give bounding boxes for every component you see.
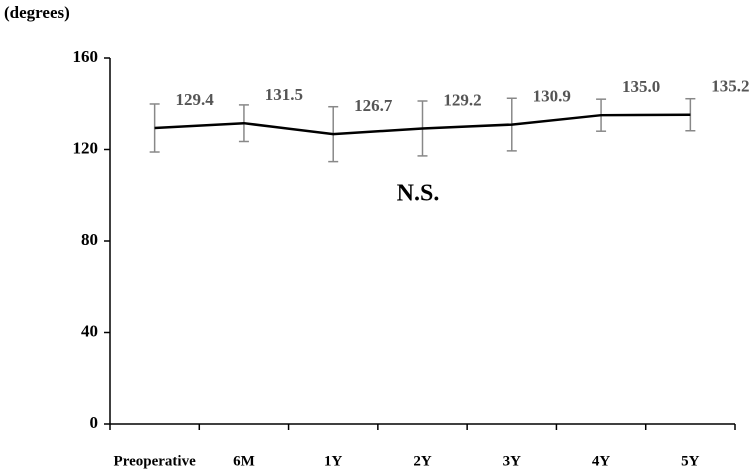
value-label: 135.0	[622, 77, 660, 96]
value-label: 131.5	[265, 85, 303, 104]
x-tick-label: 2Y	[413, 453, 432, 469]
x-tick-label: Preoperative	[114, 453, 197, 469]
y-axis-label: (degrees)	[4, 3, 70, 22]
value-label: 126.7	[354, 96, 393, 115]
y-tick-label: 80	[81, 230, 98, 249]
x-tick-label: 1Y	[324, 453, 343, 469]
value-label: 129.4	[176, 90, 215, 109]
x-tick-label: 4Y	[592, 453, 611, 469]
x-tick-label: 3Y	[503, 453, 522, 469]
value-label: 135.2	[711, 77, 749, 96]
y-tick-label: 120	[73, 138, 99, 157]
y-tick-label: 160	[73, 47, 99, 66]
y-tick-label: 0	[90, 413, 99, 432]
annotation: N.S.	[397, 181, 440, 207]
value-label: 129.2	[443, 90, 481, 109]
x-tick-label: 6M	[233, 453, 255, 469]
x-tick-label: 5Y	[681, 453, 700, 469]
line	[154, 113, 691, 136]
value-label: 130.9	[533, 86, 571, 105]
y-tick-label: 40	[81, 321, 98, 340]
